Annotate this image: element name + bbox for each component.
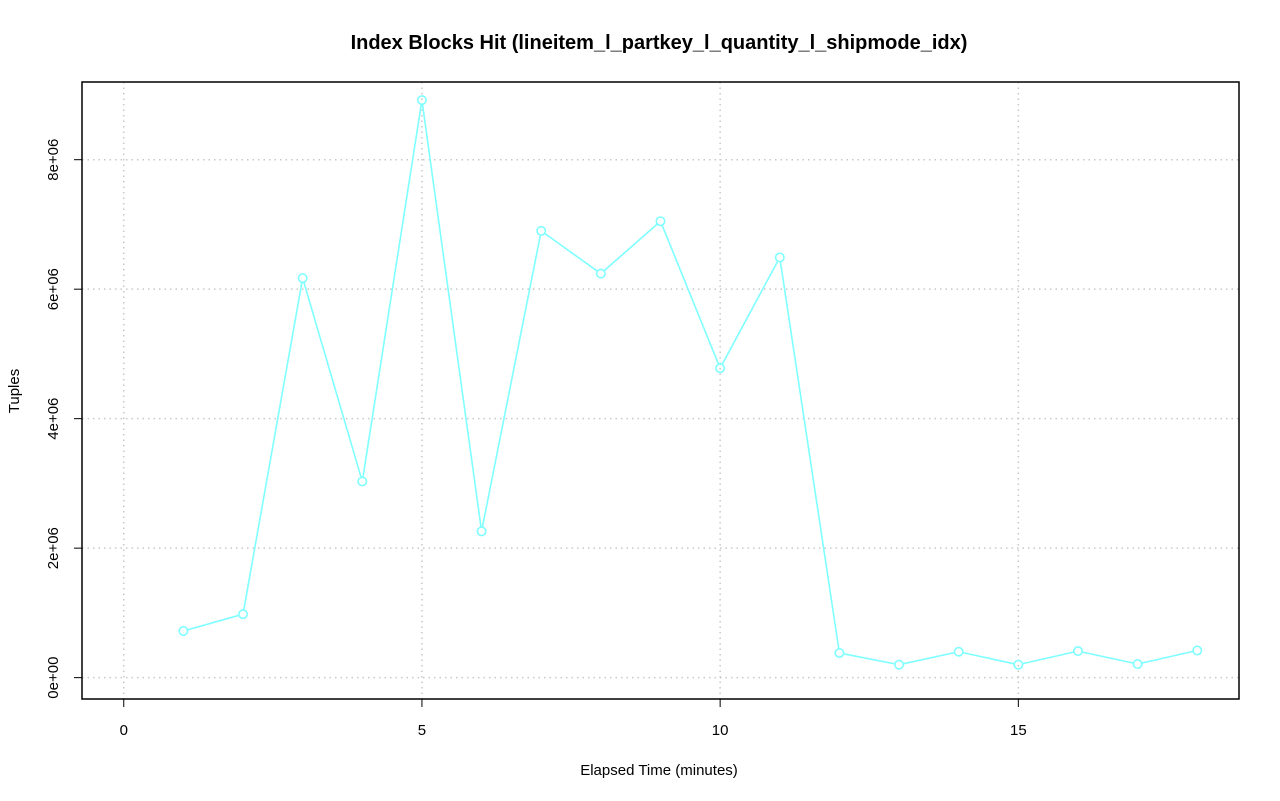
y-tick-label: 4e+06 bbox=[45, 398, 62, 440]
data-point bbox=[1072, 646, 1083, 657]
y-tick-label: 0e+00 bbox=[45, 657, 62, 699]
series-line-segment bbox=[421, 104, 482, 528]
data-point bbox=[1013, 659, 1024, 670]
data-point bbox=[1132, 659, 1143, 670]
x-tick-label: 5 bbox=[418, 722, 426, 739]
data-point bbox=[476, 526, 487, 537]
plot-frame bbox=[81, 81, 1240, 700]
series-line-segment bbox=[481, 234, 542, 528]
series-line-segment bbox=[1081, 651, 1134, 664]
x-tick-label: 15 bbox=[1010, 722, 1027, 739]
series-line-segment bbox=[1022, 651, 1075, 665]
data-point bbox=[595, 268, 606, 279]
data-point bbox=[774, 252, 785, 263]
series-line-segment bbox=[187, 614, 240, 631]
series-line-segment bbox=[661, 224, 720, 365]
series-line-segment bbox=[303, 281, 362, 478]
x-tick-label: 10 bbox=[712, 722, 729, 739]
data-point bbox=[834, 648, 845, 659]
data-point bbox=[178, 626, 189, 637]
data-point bbox=[357, 476, 368, 487]
data-point bbox=[953, 646, 964, 657]
series-line-segment bbox=[603, 223, 658, 272]
y-tick-label: 8e+06 bbox=[45, 139, 62, 181]
data-point bbox=[1192, 645, 1203, 656]
series-line-segment bbox=[779, 261, 840, 649]
y-tick-label: 2e+06 bbox=[45, 527, 62, 569]
series-line-segment bbox=[544, 232, 598, 272]
series-line-segment bbox=[1141, 650, 1194, 664]
series-line-segment bbox=[721, 260, 779, 365]
data-point bbox=[655, 216, 666, 227]
series-line-segment bbox=[362, 104, 423, 478]
x-axis: 0 5 10 15 bbox=[120, 698, 1027, 739]
y-axis-label: Tuples bbox=[6, 369, 23, 413]
data-point bbox=[536, 225, 547, 236]
series-line-segment bbox=[902, 651, 955, 665]
data-point bbox=[416, 95, 427, 106]
series-line-segment bbox=[843, 653, 896, 665]
data-point bbox=[894, 659, 905, 670]
y-tick-label: 6e+06 bbox=[45, 268, 62, 310]
series-line-segment bbox=[962, 651, 1015, 665]
series-line-segment bbox=[242, 282, 303, 611]
x-tick-label: 0 bbox=[120, 722, 128, 739]
data-point bbox=[238, 609, 249, 620]
grid bbox=[82, 82, 1239, 699]
series-layer bbox=[178, 95, 1203, 670]
x-axis-label: Elapsed Time (minutes) bbox=[580, 762, 738, 779]
y-axis: 0e+00 2e+06 4e+06 6e+06 8e+06 bbox=[45, 139, 83, 699]
data-point bbox=[715, 363, 726, 374]
data-point bbox=[297, 273, 308, 284]
chart-title: Index Blocks Hit (lineitem_l_partkey_l_q… bbox=[351, 32, 968, 54]
